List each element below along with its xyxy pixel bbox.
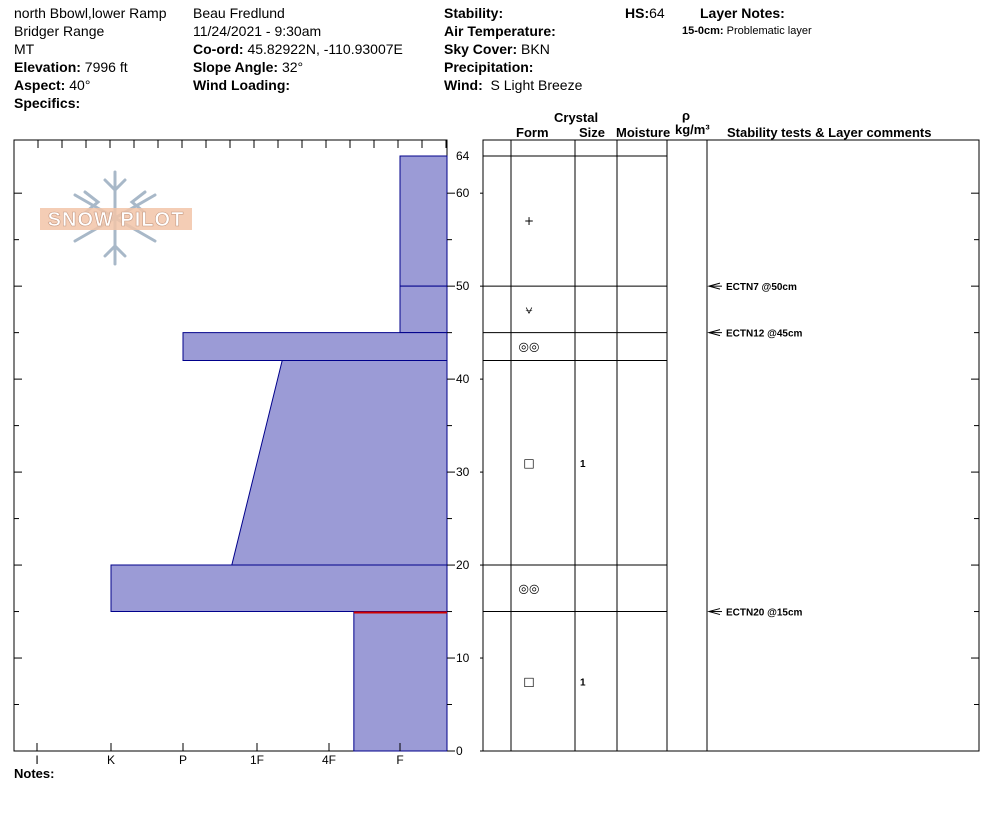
logo-banner [40,208,192,230]
stability: Stability: [444,5,504,21]
logo-text: SNOW PILOT [48,209,185,231]
stability-test-label: ECTN7 @50cm [726,282,797,293]
snow-height: HS:64 [625,5,665,21]
wind-loading: Wind Loading: [193,77,291,93]
y-tick-label: 0 [456,744,463,758]
hardness-layer-2 [182,332,448,362]
crystal-form-icon: □ [523,456,534,470]
observer: Beau Fredlund [193,5,285,21]
datetime: 11/24/2021 - 9:30am [193,23,322,39]
crystal-size: 1 [580,459,586,470]
y-tick-label: 40 [456,372,470,386]
y-tick-label: 50 [456,279,470,293]
state: MT [14,41,35,57]
elevation: Elevation: 7996 ft [14,59,128,75]
y-tick-label: 20 [456,558,470,572]
crystal-form-icon: □ [523,674,534,688]
stability-test-label: ECTN12 @45cm [726,329,803,340]
hardness-profile [110,155,448,752]
hardness-axes: 0 10 20 30 40 50 60 64 I K P 1F 4F F [13,140,979,767]
size-header: Size [579,125,606,140]
header-col-3: Stability: Air Temperature: Sky Cover: B… [444,4,582,94]
crystal-size: 1 [580,677,586,688]
header-col-2: Beau Fredlund 11/24/2021 - 9:30am Co-ord… [193,4,403,94]
layer-notes-title: Layer Notes: [700,5,785,21]
density-rho: ρ [682,108,691,123]
specifics: Specifics: [14,95,81,111]
hardness-layer-3 [231,360,448,566]
header-col-1: north Bbowl,lower Ramp Bridger Range MT … [14,4,167,112]
x-tick-label: P [179,753,187,767]
crystal-form-icon: + [524,214,534,228]
slope-angle: Slope Angle: 32° [193,59,304,75]
layer-marks: + ⩝ ◎◎ □ 1 ◎◎ □ 1 ECTN7 @50cm ECTN12 @45cm ECTN20 … [519,214,803,688]
y-tick-label: 60 [456,186,470,200]
density-unit: kg/m³ [675,122,710,137]
sky-cover: Sky Cover: BKN [444,41,550,57]
precipitation: Precipitation: [444,59,534,75]
x-tick-label: I [35,753,38,767]
crystal-form-icon: ◎◎ [519,340,540,354]
stability-header: Stability tests & Layer comments [727,125,932,140]
crystal-header: Crystal [554,110,599,125]
moisture-header: Moisture [616,125,671,140]
aspect: Aspect: 40° [14,77,91,93]
x-tick-label: 4F [322,753,336,767]
y-tick-label: 64 [456,149,470,163]
form-header: Form [516,125,549,140]
location-name: north Bbowl,lower Ramp [14,5,167,21]
y-tick-label: 10 [456,651,470,665]
hardness-layer-4 [110,564,448,613]
mountain-range: Bridger Range [14,23,105,39]
coordinates: Co-ord: 45.82922N, -110.93007E [193,41,403,57]
hardness-layer-5 [353,611,448,752]
y-tick-label: 30 [456,465,470,479]
layer-note: 15-0cm: Problematic layer [682,25,812,37]
stability-test-label: ECTN20 @15cm [726,608,803,619]
layer-table-frame [482,139,980,752]
hardness-layer-1 [399,285,448,334]
x-tick-label: F [396,753,403,767]
notes-label: Notes: [14,766,55,781]
x-tick-label: K [107,753,115,767]
x-tick-label: 1F [250,753,264,767]
air-temperature: Air Temperature: [444,23,556,39]
layer-table-grid [483,140,708,751]
crystal-form-icon: ⩝ [526,302,533,316]
hardness-layer-0 [399,155,448,287]
wind: Wind: S Light Breeze [444,77,583,93]
crystal-form-icon: ◎◎ [519,581,540,595]
